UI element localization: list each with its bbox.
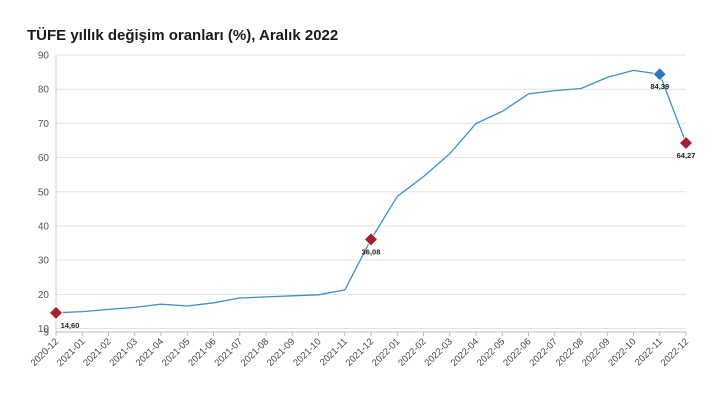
data-point-marker [363,232,379,247]
y-tick-label: 90 [38,51,50,62]
x-tick-label: 2021-10 [291,336,323,368]
y-tick-label: 50 [38,187,50,198]
y-tick-label: 20 [38,290,50,301]
chart-title: TÜFE yıllık değişim oranları (%), Aralık… [27,27,339,44]
x-tick-label: 2021-12 [344,336,376,368]
x-tick-label: 2022-10 [606,336,638,368]
data-point-marker [678,135,694,151]
y-tick-label: 9 [43,328,49,339]
x-tick-label: 2021-02 [81,336,113,368]
data-label: 64,27 [677,151,696,160]
data-point-marker [652,67,667,82]
y-tick-label: 10 [38,324,50,335]
x-tick-label: 2022-07 [527,336,559,368]
data-point-marker [48,305,64,320]
x-tick-label: 2022-08 [554,336,586,368]
data-label: 84,39 [650,82,669,91]
data-label: 36,08 [362,247,381,256]
x-tick-label: 2021-05 [160,336,192,368]
y-tick-label: 60 [38,153,50,164]
y-tick-label: 30 [38,256,50,267]
x-tick-label: 2020-12 [29,336,61,368]
x-tick-label: 2022-12 [659,336,691,368]
x-tick-label: 2022-05 [475,336,507,368]
x-tick-label: 2021-01 [55,336,87,368]
y-tick-label: 40 [38,221,50,232]
x-tick-label: 2022-06 [501,336,533,368]
x-tick-label: 2022-01 [370,336,402,368]
x-tick-label: 2021-08 [239,336,271,368]
x-tick-label: 2022-03 [422,336,454,368]
y-tick-label: 70 [38,119,50,130]
x-tick-label: 2021-04 [134,336,166,368]
x-tick-label: 2022-04 [449,336,481,368]
x-tick-label: 2021-03 [107,336,139,368]
x-tick-label: 2021-06 [186,336,218,368]
x-tick-label: 2022-09 [580,336,612,368]
x-tick-label: 2021-09 [265,336,297,368]
y-tick-label: 80 [38,85,50,96]
data-label: 14,60 [61,321,80,330]
x-tick-label: 2022-02 [396,336,428,368]
x-tick-label: 2021-07 [212,336,244,368]
